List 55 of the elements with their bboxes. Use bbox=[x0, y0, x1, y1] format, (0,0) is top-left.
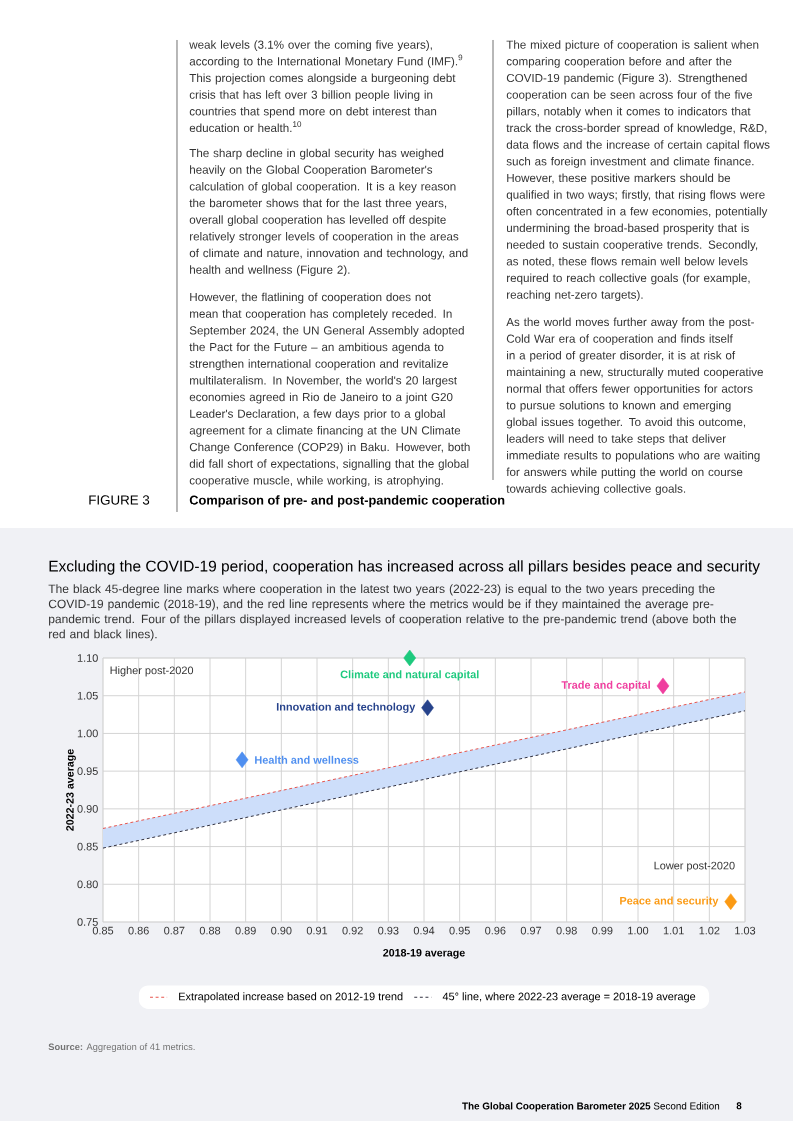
chart-subtitle: The black 45-degree line marks where cooperation in the latest two years (2022-23) is equal to the two years preceding the COVID-19 pandemic (2018-19), and the red line represents where the metrics would be if they maintained the average pre-pandemic trend. Four of the pillars displayed increased levels of cooperation relative to the pre-pandemic trend (above both the red and black lines). bbox=[48, 584, 736, 641]
x-tick-label: 0.92 bbox=[342, 926, 363, 935]
y-tick-label: 1.10 bbox=[77, 654, 98, 662]
point bbox=[235, 751, 249, 769]
annotation: Lower post-2020 bbox=[654, 861, 735, 872]
annotation: Higher post-2020 bbox=[110, 666, 194, 677]
x-tick-label: 0.87 bbox=[164, 926, 185, 935]
legend-label: Extrapolated increase based on 2012-19 trend bbox=[179, 992, 403, 1003]
y-tick-label: 1.05 bbox=[77, 691, 98, 700]
point bbox=[421, 699, 434, 717]
point bbox=[724, 893, 738, 910]
y-tick-label: 0.85 bbox=[77, 842, 98, 851]
x-axis-title: 2018-19 average bbox=[383, 948, 465, 959]
series-label: Trade and capital bbox=[561, 680, 650, 692]
series-label: Health and wellness bbox=[255, 755, 359, 764]
x-tick-label: 0.96 bbox=[485, 926, 506, 935]
x-tick-label: 0.93 bbox=[378, 926, 399, 935]
x-tick-label: 1.03 bbox=[735, 926, 756, 935]
series-label: Peace and security bbox=[620, 896, 719, 907]
text: Source: Aggregation of 41 metrics. bbox=[48, 1043, 195, 1052]
x-tick-label: 0.95 bbox=[449, 926, 470, 935]
x-tick-label: 0.98 bbox=[556, 926, 577, 935]
y-tick-label: 0.75 bbox=[77, 918, 98, 926]
x-tick-label: 0.88 bbox=[199, 926, 221, 935]
text: The mixed picture of cooperation is salient when comparing cooperation before and after the COVID-19 pandemic (Figure 3). Strengthened cooperation can be seen across four of the five pillars, notably when it comes to indicators that track the cross-border spread of knowledge, R&D, data flows and the increase of certain capital flows such as foreign investment and climate finance. However, these positive markers should be qualified in two ways; firstly, that rising flows were often concentrated in a few economies, potentially undermining the broad-based prosperity that is needed to sustain cooperative trends. Secondly, as noted, these flows remain well below levels required to reach collective goals (for example, reaching net-zero targets). bbox=[506, 40, 770, 302]
x-tick-label: 1.02 bbox=[699, 926, 720, 935]
x-tick-label: 0.90 bbox=[271, 926, 292, 935]
chart-title: Excluding the COVID-19 period, cooperation has increased across all pillars besides peace and security bbox=[49, 560, 760, 575]
series-label: Climate and natural capital bbox=[340, 670, 479, 681]
y-axis-title: 2022-23 average bbox=[66, 749, 76, 831]
text: 8 bbox=[736, 1102, 742, 1110]
point bbox=[403, 649, 416, 667]
y-tick-label: 0.80 bbox=[77, 880, 98, 889]
y-tick-label: 0.95 bbox=[77, 767, 98, 776]
y-tick-label: 0.90 bbox=[77, 804, 98, 813]
x-tick-label: 0.94 bbox=[413, 926, 435, 935]
text: The sharp decline in global security has weighed heavily on the Global Cooperation Barometer's calculation of global cooperation. It is a key reason the barometer shows that for the last three years, overall global cooperation has levelled off despite relatively stronger levels of cooperation in the areas of climate and nature, innovation and technology, and health and wellness (Figure 2). bbox=[189, 148, 468, 277]
x-tick-label: 0.97 bbox=[520, 926, 542, 935]
text: Comparison of pre- and post-pandemic cooperation bbox=[189, 495, 505, 508]
text: However, the flatlining of cooperation does not mean that cooperation has completely receded. In September 2024, the UN General Assembly adopted the Pact for the Future – an ambitious agenda to strengthen international cooperation and revitalize multilateralism. In November, the world's 20 largest economies agreed in Rio de Janeiro to a joint G20 Leader's Declaration, a few days prior to a global agreement for a climate financing at the UN Climate Change Conference (COP29) in Baku. However, both did fall short of expectations, signalling that the global cooperative muscle, while working, is atrophying. bbox=[189, 292, 470, 487]
text: weak levels (3.1% over the coming five years), according to the International Monetary Fund (IMF).$^{9}$ This projection comes alongside a burgeoning debt crisis that has left over 3 billion people living in countries that spend more on debt interest than education or health.$^{10}$ bbox=[189, 40, 463, 133]
x-tick-label: 0.99 bbox=[592, 926, 613, 935]
y-tick-label: 1.00 bbox=[77, 729, 98, 738]
x-tick-label: 1.01 bbox=[663, 926, 684, 935]
text: As the world moves further away from the post-Cold War era of cooperation and finds itself in a period of greater disorder, it is at risk of maintaining a new, structurally muted cooperative normal that offers fewer opportunities for actors to pursue solutions to known and emerging global issues together. To avoid this outcome, leaders will need to take steps that deliver immediate results to populations who are waiting for answers while putting the world on course towards achieving collective goals. bbox=[506, 317, 763, 496]
x-tick-label: 0.89 bbox=[235, 926, 256, 935]
x-tick-label: 0.85 bbox=[92, 926, 114, 935]
x-tick-label: 0.91 bbox=[306, 926, 328, 935]
legend-label: 45° line, where 2022-23 average = 2018-19 average bbox=[442, 992, 696, 1003]
x-tick-label: 1.00 bbox=[628, 926, 649, 935]
x-tick-label: 0.86 bbox=[128, 926, 149, 935]
caption: FIGURE 3 bbox=[89, 495, 150, 505]
series-label: Innovation and technology bbox=[276, 702, 416, 713]
point bbox=[656, 677, 670, 695]
text: The Global Cooperation Barometer 2025 Second Edition bbox=[462, 1102, 720, 1112]
